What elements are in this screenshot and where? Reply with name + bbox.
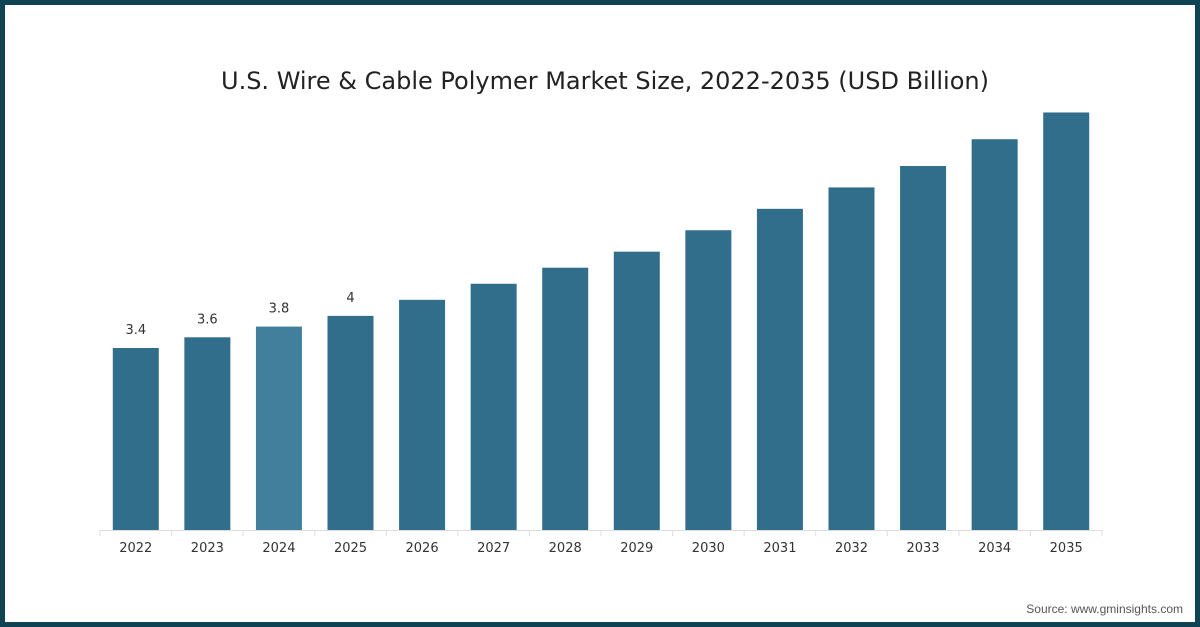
bar-2023 xyxy=(184,337,231,530)
data-label-2022: 3.4 xyxy=(125,323,146,338)
x-tick-label: 2032 xyxy=(835,541,868,556)
data-label-2024: 3.8 xyxy=(269,302,290,317)
bar-2026 xyxy=(399,299,446,530)
x-tick-label: 2031 xyxy=(763,541,796,556)
bar-2032 xyxy=(828,187,875,531)
bar-2030 xyxy=(685,230,732,530)
bar-2029 xyxy=(613,251,660,530)
bar-2031 xyxy=(756,208,803,530)
bar-2034 xyxy=(971,139,1018,530)
bar-2027 xyxy=(470,283,517,530)
x-tick-label: 2030 xyxy=(692,541,725,556)
data-label-2025: 4 xyxy=(346,291,354,306)
data-label-2023: 3.6 xyxy=(197,312,218,327)
bar-2025 xyxy=(327,315,374,530)
chart-title: U.S. Wire & Cable Polymer Market Size, 2… xyxy=(221,67,989,95)
x-tick-label: 2033 xyxy=(907,541,940,556)
x-tick-label: 2022 xyxy=(119,541,152,556)
bar-2035 xyxy=(1043,112,1090,531)
x-tick-label: 2028 xyxy=(549,541,582,556)
x-tick-label: 2034 xyxy=(978,541,1011,556)
x-tick-label: 2035 xyxy=(1050,541,1083,556)
bar-2022 xyxy=(112,348,159,530)
x-tick-label: 2027 xyxy=(477,541,510,556)
bar-chart: 2022 3.4 2023 3.6 2024 3.8 2025 4 2026 2027 2028 20… xyxy=(99,112,1103,556)
x-tick-label: 2029 xyxy=(620,541,653,556)
bar-2028 xyxy=(542,267,589,530)
source-note: Source: www.gminsights.com xyxy=(1026,602,1183,616)
x-tick-label: 2025 xyxy=(334,541,367,556)
bar-2024 xyxy=(255,326,302,530)
x-tick-label: 2024 xyxy=(262,541,295,556)
x-tick-label: 2026 xyxy=(406,541,439,556)
x-tick-label: 2023 xyxy=(191,541,224,556)
bar-2033 xyxy=(900,166,947,530)
